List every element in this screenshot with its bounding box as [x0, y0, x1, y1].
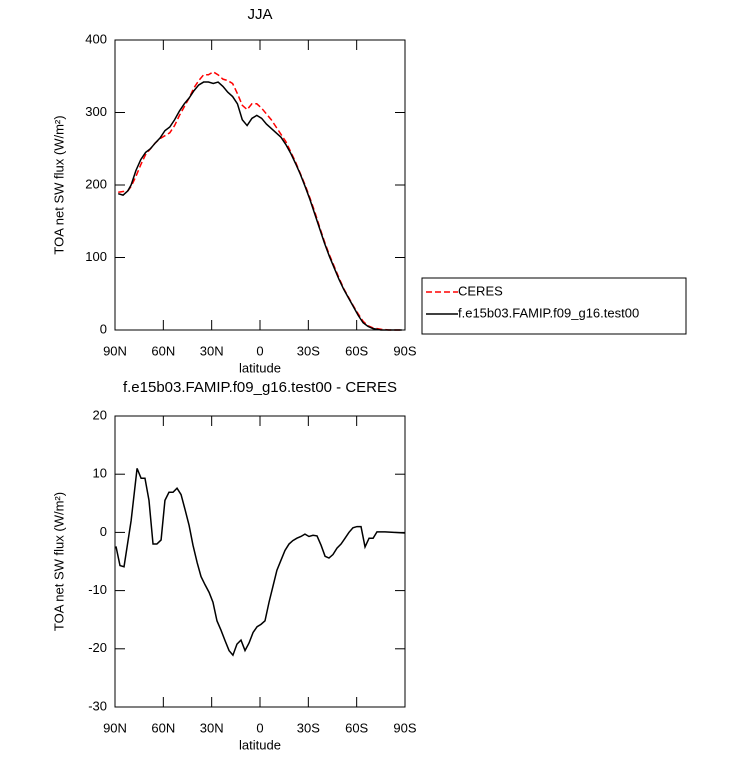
y-tick-label: 0: [100, 321, 107, 336]
x-tick-label: 60S: [345, 343, 368, 358]
x-tick-label: 90S: [393, 343, 416, 358]
y-tick-label: 20: [93, 407, 107, 422]
y-tick-label: 100: [85, 249, 107, 264]
y-axis-label: TOA net SW flux (W/m²): [51, 492, 66, 631]
y-tick-label: 0: [100, 524, 107, 539]
data-line: [118, 71, 402, 331]
legend-label: CERES: [458, 283, 503, 298]
x-axis-label: latitude: [239, 360, 281, 375]
legend-label: f.e15b03.FAMIP.f09_g16.test00: [458, 305, 639, 320]
x-tick-label: 60S: [345, 720, 368, 735]
x-tick-label: 90S: [393, 720, 416, 735]
x-tick-label: 60N: [151, 720, 175, 735]
x-tick-label: 30N: [200, 720, 224, 735]
x-axis-label: latitude: [239, 737, 281, 752]
x-tick-label: 0: [256, 720, 263, 735]
x-tick-label: 90N: [103, 343, 127, 358]
y-tick-label: 400: [85, 31, 107, 46]
y-tick-label: 10: [93, 466, 107, 481]
y-tick-label: -20: [88, 640, 107, 655]
y-tick-label: 300: [85, 104, 107, 119]
plot-frame: [114, 415, 406, 708]
data-line: [115, 468, 406, 657]
x-tick-label: 0: [256, 343, 263, 358]
y-tick-label: 200: [85, 176, 107, 191]
plot-frame: [114, 39, 406, 331]
x-tick-label: 60N: [151, 343, 175, 358]
chart-title: JJA: [247, 6, 272, 23]
y-axis-label: TOA net SW flux (W/m²): [51, 115, 66, 254]
y-tick-label: -30: [88, 698, 107, 713]
x-tick-label: 30N: [200, 343, 224, 358]
chart-title: f.e15b03.FAMIP.f09_g16.test00 - CERES: [123, 379, 397, 396]
y-tick-label: -10: [88, 582, 107, 597]
x-tick-label: 90N: [103, 720, 127, 735]
x-tick-label: 30S: [297, 343, 320, 358]
data-line: [118, 81, 402, 331]
x-tick-label: 30S: [297, 720, 320, 735]
legend-box: [421, 277, 687, 335]
